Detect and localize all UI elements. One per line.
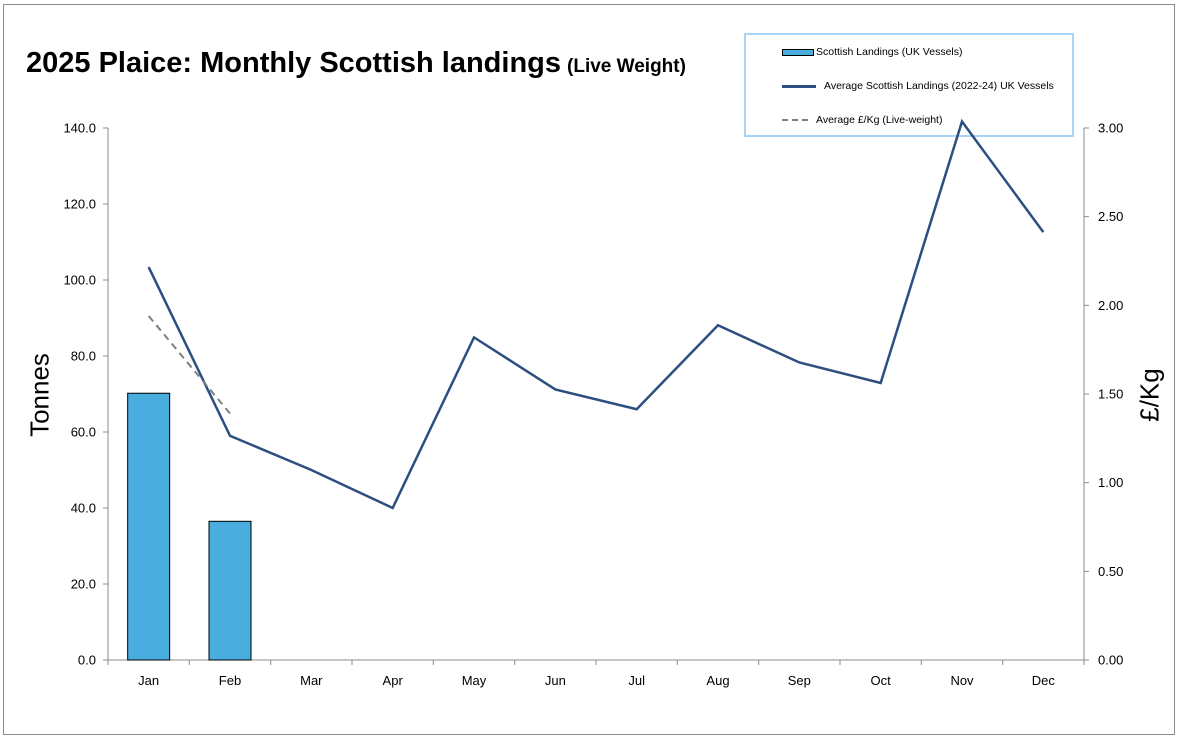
x-tick-label: Mar <box>300 673 323 688</box>
chart-title: 2025 Plaice: Monthly Scottish landings (L… <box>26 47 686 80</box>
y-tick-label: 140.0 <box>63 121 96 136</box>
legend-swatch-line <box>782 84 816 88</box>
x-tick-label: Jul <box>628 673 645 688</box>
y-tick-label: 100.0 <box>63 273 96 288</box>
legend: Scottish Landings (UK Vessels) Average S… <box>744 33 1074 137</box>
y-tick-label: 20.0 <box>71 577 96 592</box>
x-tick-label: Jun <box>545 673 566 688</box>
y2-tick-label: 1.00 <box>1098 475 1123 490</box>
y2-tick-label: 1.50 <box>1098 387 1123 402</box>
legend-label-landings: Scottish Landings (UK Vessels) <box>816 46 963 58</box>
legend-item-price: Average £/Kg (Live-weight) <box>782 110 942 130</box>
y2-tick-label: 0.50 <box>1098 564 1123 579</box>
legend-label-average-landings: Average Scottish Landings (2022-24) UK V… <box>824 80 1054 92</box>
x-tick-label: Sep <box>788 673 811 688</box>
y2-tick-label: 2.00 <box>1098 298 1123 313</box>
legend-item-landings: Scottish Landings (UK Vessels) <box>782 42 963 62</box>
chart-subtitle: (Live Weight) <box>567 56 686 77</box>
x-tick-label: Apr <box>383 673 404 688</box>
x-tick-label: Jan <box>138 673 159 688</box>
x-tick-label: Aug <box>706 673 729 688</box>
x-tick-label: Feb <box>219 673 241 688</box>
legend-swatch-dashed <box>782 119 808 121</box>
y2-tick-label: 2.50 <box>1098 209 1123 224</box>
legend-swatch-bar <box>782 48 814 56</box>
x-tick-label: Dec <box>1032 673 1056 688</box>
y-tick-label: 0.0 <box>78 653 96 668</box>
x-tick-label: May <box>462 673 487 688</box>
bar-landings <box>208 520 252 661</box>
y-tick-label: 60.0 <box>71 425 96 440</box>
line-average-landings <box>147 118 1045 510</box>
x-tick-label: Oct <box>871 673 892 688</box>
bar-landings <box>127 392 171 661</box>
y2-tick-label: 3.00 <box>1098 121 1123 136</box>
y2-tick-label: 0.00 <box>1098 653 1123 668</box>
chart-title-text: 2025 Plaice: Monthly Scottish landings <box>26 47 562 79</box>
y-tick-label: 80.0 <box>71 349 96 364</box>
y-tick-label: 120.0 <box>63 197 96 212</box>
legend-item-average-landings: Average Scottish Landings (2022-24) UK V… <box>782 76 1054 96</box>
line-average-price <box>147 315 231 415</box>
legend-label-price: Average £/Kg (Live-weight) <box>816 114 943 126</box>
y-tick-label: 40.0 <box>71 501 96 516</box>
x-tick-label: Nov <box>950 673 974 688</box>
